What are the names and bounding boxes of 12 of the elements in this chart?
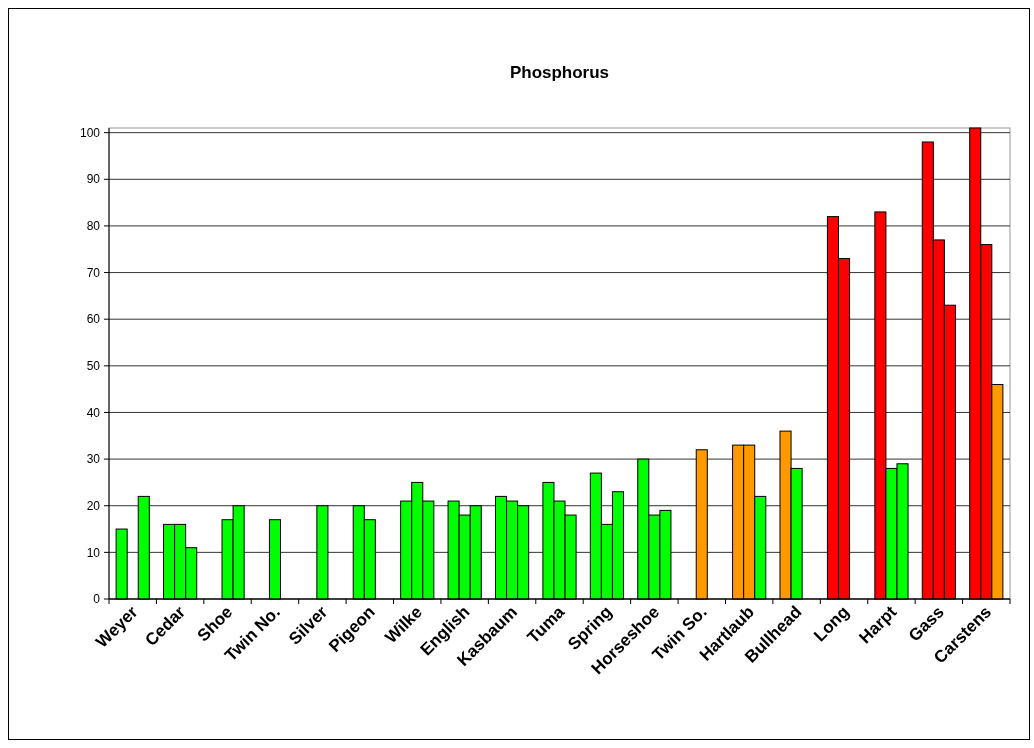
y-tick-label: 30 (86, 452, 101, 467)
y-tick-label: 40 (86, 405, 101, 420)
y-tick-label: 100 (79, 125, 101, 140)
chart-title: Phosphorus (509, 63, 610, 82)
y-tick-label: 90 (86, 172, 101, 187)
y-tick-label: 80 (86, 219, 101, 234)
y-tick-label: 60 (86, 312, 101, 327)
y-tick-label: 20 (86, 498, 101, 513)
y-tick-label: 70 (86, 265, 101, 280)
y-tick-label: 50 (86, 359, 101, 374)
y-tick-label: 0 (93, 592, 101, 607)
y-tick-label: 10 (86, 545, 101, 560)
